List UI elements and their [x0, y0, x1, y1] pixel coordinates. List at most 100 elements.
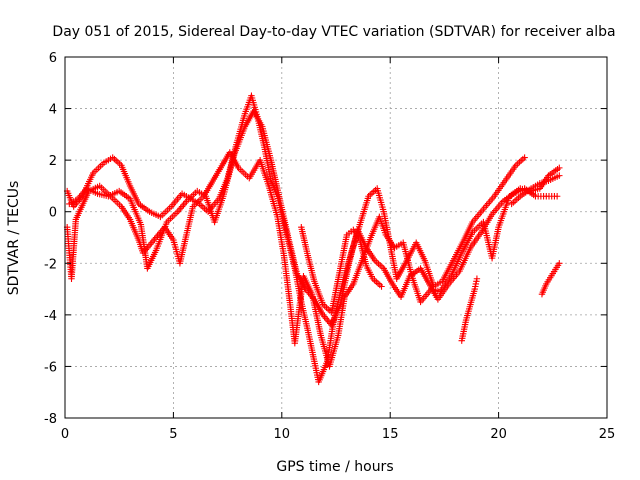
data-point-trail — [311, 280, 326, 306]
data-point-trail — [383, 233, 397, 250]
data-point — [473, 275, 481, 282]
data-point-trail — [393, 240, 405, 250]
data-point-trail — [119, 205, 133, 221]
data-point-trail — [373, 259, 386, 271]
data-point-trail — [309, 293, 324, 337]
data-point-trail — [328, 267, 344, 314]
data-point-trail — [538, 178, 550, 186]
data-point-trail — [127, 197, 144, 226]
y-axis-label: SDTVAR / TECUs — [6, 181, 22, 296]
data-point-trail — [481, 194, 496, 211]
data-point-trail — [127, 184, 141, 206]
data-point-trail — [448, 251, 464, 278]
data-point-trail — [468, 231, 484, 250]
y-tick-label: -4 — [44, 309, 57, 324]
data-point-trail — [430, 286, 442, 295]
data-point-trail — [196, 189, 207, 199]
data-point-trail — [285, 236, 300, 275]
data-point-trail — [127, 218, 142, 242]
data-point-trail — [276, 197, 292, 239]
series-5 — [458, 275, 481, 344]
data-point-trail — [440, 259, 456, 283]
data-points — [63, 92, 563, 386]
data-point-trail — [337, 233, 350, 270]
data-point-trail — [418, 267, 432, 286]
data-point-trail — [145, 249, 159, 270]
data-point — [521, 154, 528, 161]
data-point-trail — [117, 189, 132, 201]
data-point-trail — [227, 151, 241, 170]
data-point-trail — [530, 181, 541, 191]
data-point-trail — [496, 195, 512, 229]
data-point-trail — [394, 262, 408, 281]
data-point-trail — [251, 109, 265, 128]
data-point-trail — [503, 164, 518, 183]
data-point-trail — [461, 220, 475, 242]
x-axis-label: GPS time / hours — [276, 459, 393, 475]
data-point-trail — [457, 246, 473, 273]
data-point-trail — [472, 278, 480, 290]
data-point — [556, 164, 563, 172]
data-point-trail — [459, 319, 469, 342]
data-point-trail — [109, 194, 123, 209]
axis-ticks: 0 5 10 15 20 25 -8 -6 -4 -2 0 2 4 6 — [44, 51, 615, 442]
data-point-trail — [141, 225, 167, 255]
data-point-trail — [137, 202, 151, 214]
data-point-trail — [298, 226, 311, 257]
data-point-trail — [301, 274, 315, 296]
data-point-trail — [87, 183, 101, 194]
data-point-trail — [321, 302, 334, 314]
data-point-trail — [64, 226, 73, 254]
data-point-trail — [381, 267, 395, 286]
data-point-trail — [274, 215, 287, 257]
data-point-trail — [281, 254, 294, 309]
data-point-trail — [158, 205, 173, 219]
y-tick-label: -8 — [44, 412, 57, 427]
data-point-trail — [68, 218, 79, 280]
data-point-trail — [111, 155, 123, 167]
data-point-trail — [508, 186, 522, 199]
x-tick-label: 0 — [61, 427, 69, 442]
data-point-trail — [259, 125, 274, 162]
data-point-trail — [492, 179, 507, 198]
data-point-trail — [518, 186, 533, 199]
data-point-trail — [463, 303, 473, 322]
data-point-trail — [102, 155, 114, 165]
data-point-trail — [387, 244, 400, 280]
y-tick-label: 4 — [49, 103, 57, 118]
data-point-trail — [510, 194, 522, 206]
data-point-trail — [175, 199, 189, 214]
data-point-trail — [547, 165, 561, 178]
data-point-trail — [357, 239, 370, 267]
data-point-trail — [298, 300, 311, 332]
data-point-trail — [98, 184, 112, 198]
data-point-trail — [350, 259, 365, 286]
data-point-trail — [418, 287, 434, 304]
data-point-trail — [467, 288, 478, 306]
data-point-trail — [326, 334, 341, 368]
y-tick-label: 6 — [49, 51, 57, 66]
data-point-trail — [345, 228, 355, 237]
data-point-trail — [305, 254, 317, 283]
data-point — [378, 283, 385, 290]
data-point-trail — [181, 191, 192, 201]
data-point-trail — [291, 275, 307, 345]
data-point-trail — [335, 295, 348, 337]
series-3 — [63, 149, 563, 370]
data-point-trail — [305, 329, 318, 363]
data-point-trail — [534, 193, 547, 200]
data-point-trail — [266, 184, 281, 218]
data-point-trail — [371, 277, 383, 289]
y-tick-label: -2 — [44, 257, 57, 272]
data-point-trail — [374, 187, 387, 213]
data-point-trail — [177, 205, 196, 265]
x-tick-label: 15 — [382, 427, 399, 442]
plot-frame — [64, 56, 608, 419]
data-point — [556, 172, 563, 179]
x-tick-label: 10 — [274, 427, 291, 442]
data-point-trail — [257, 159, 272, 187]
data-point-trail — [447, 269, 462, 286]
data-point-trail — [489, 226, 502, 260]
data-point-trail — [539, 282, 549, 296]
data-point — [553, 193, 561, 200]
